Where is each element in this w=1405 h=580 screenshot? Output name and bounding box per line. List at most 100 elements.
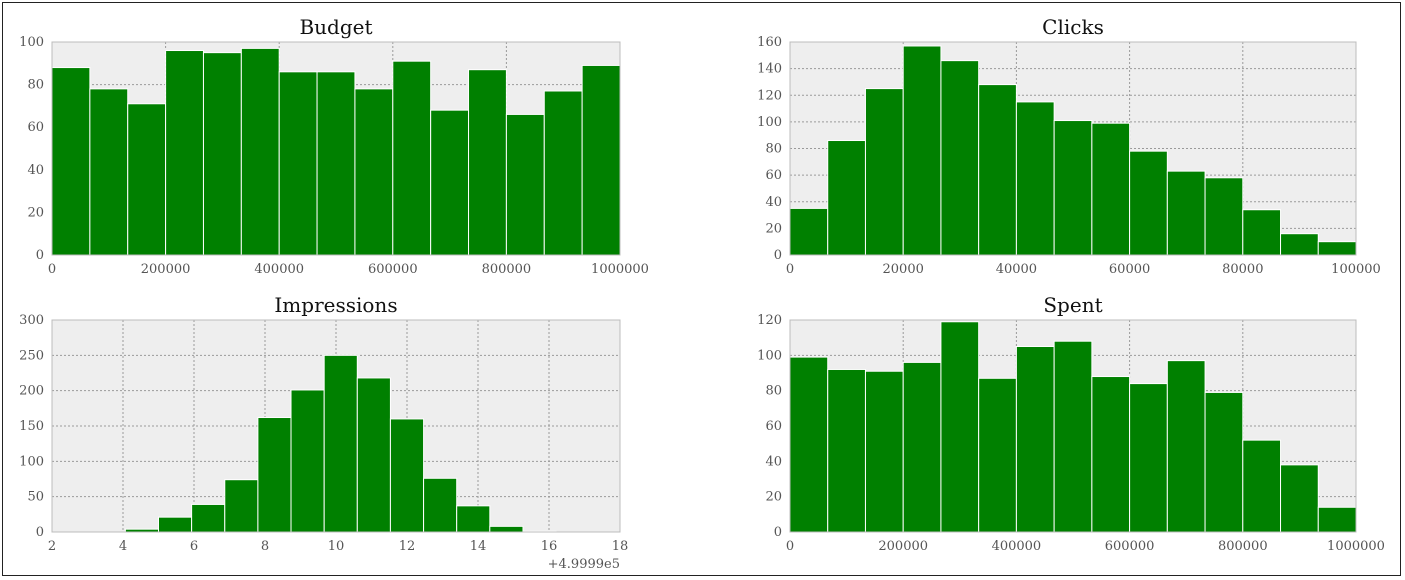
y-tick-label: 100: [757, 115, 782, 130]
axes-spine: [789, 41, 1357, 256]
y-tick-label: 40: [765, 454, 782, 469]
histogram-bar: [224, 479, 259, 533]
histogram-bar: [1204, 391, 1244, 533]
x-tick-label: 60000: [1109, 262, 1150, 277]
histogram-bar: [1280, 233, 1319, 256]
x-tick-label: 10: [328, 539, 345, 554]
histogram-bar: [489, 525, 524, 533]
histogram-bar: [191, 503, 226, 533]
histogram-bar: [1091, 376, 1131, 533]
histogram-bar: [1280, 464, 1319, 533]
histogram-bar: [127, 103, 167, 256]
histogram-bar: [1166, 360, 1206, 533]
histogram-bar: [902, 361, 942, 533]
histogram-bar: [1129, 383, 1168, 533]
histogram-bar: [864, 88, 904, 256]
chart-title: Clicks: [1042, 15, 1104, 39]
histogram-bar: [505, 113, 545, 256]
x-tick-label: 1000000: [1327, 539, 1385, 554]
y-tick-label: 50: [27, 490, 44, 505]
histogram-bar: [316, 71, 356, 256]
y-tick-label: 40: [27, 163, 44, 178]
x-tick-label: 1000000: [591, 262, 649, 277]
histogram-bar: [543, 90, 583, 256]
y-tick-label: 80: [765, 142, 782, 157]
chart-clicks: 0 20000 40000 60000 80000 100000 0 20 40 60 80 100 1…: [757, 15, 1381, 277]
y-tick-label: 20: [765, 490, 782, 505]
x-tick-label: 400000: [254, 262, 304, 277]
y-tick-label: 0: [774, 525, 782, 540]
y-tick-label: 40: [765, 195, 782, 210]
histogram-bar: [392, 60, 432, 256]
histogram-bar: [202, 52, 242, 256]
histogram-bar: [581, 64, 621, 256]
x-tick-label: 80000: [1222, 262, 1263, 277]
chart-impressions: 2 4 6 8 10 12 14 16 18 0 50 100 150 200 250 300 Impressi…: [19, 293, 628, 572]
histogram-bar: [165, 50, 204, 256]
y-tick-label: 100: [757, 348, 782, 363]
histogram-bar: [940, 321, 980, 533]
y-tick-label: 0: [774, 248, 782, 263]
x-tick-label: 16: [541, 539, 558, 554]
chart-budget: 0 200000 400000 600000 800000 1000000 0 20 40 60 8…: [19, 15, 649, 277]
y-tick-label: 120: [757, 88, 782, 103]
histogram-bar: [423, 477, 458, 533]
histogram-bar: [978, 84, 1017, 256]
histogram-bar: [356, 377, 391, 533]
chart-title: Spent: [1043, 293, 1102, 317]
y-tick-label: 60: [765, 419, 782, 434]
histogram-bar: [940, 60, 980, 256]
histogram-bar: [1015, 346, 1055, 533]
x-tick-label: 8: [261, 539, 269, 554]
x-tick-label: 200000: [141, 262, 191, 277]
axes-spine: [51, 41, 621, 256]
histogram-bar: [354, 88, 394, 256]
x-tick-label: 40000: [996, 262, 1037, 277]
y-tick-label: 0: [36, 248, 44, 263]
histogram-bar: [1053, 340, 1093, 533]
x-tick-label: 2: [48, 539, 56, 554]
chart-title: Impressions: [274, 293, 397, 317]
histogram-bar: [1242, 209, 1282, 256]
y-tick-label: 140: [757, 62, 782, 77]
histogram-bar: [89, 88, 129, 256]
y-tick-label: 120: [757, 313, 782, 328]
histogram-bar: [1317, 241, 1357, 256]
histogram-bar: [1204, 177, 1244, 256]
histogram-bar: [864, 370, 904, 533]
y-tick-label: 200: [19, 384, 44, 399]
chart-spent: 0 200000 400000 600000 800000 1000000 0 20 40 60 8…: [757, 293, 1385, 554]
histogram-bar: [430, 109, 470, 256]
y-tick-label: 100: [19, 454, 44, 469]
histogram-bar: [257, 417, 292, 533]
x-tick-label: 800000: [1218, 539, 1268, 554]
y-tick-label: 250: [19, 348, 44, 363]
histogram-bar: [827, 140, 866, 256]
y-tick-label: 300: [19, 313, 44, 328]
x-tick-label: 200000: [878, 539, 928, 554]
y-tick-label: 60: [27, 120, 44, 135]
x-tick-label: 4: [119, 539, 127, 554]
histogram-bar: [1166, 170, 1206, 256]
y-tick-label: 80: [27, 78, 44, 93]
histogram-bar: [1053, 120, 1093, 256]
axes-spine: [51, 319, 621, 533]
x-tick-label: 100000: [1331, 262, 1381, 277]
x-tick-label: 400000: [992, 539, 1042, 554]
x-tick-label: 600000: [1105, 539, 1155, 554]
x-tick-label: 6: [190, 539, 198, 554]
histogram-bar: [51, 67, 91, 256]
histogram-bar: [290, 389, 325, 533]
histogram-bar: [1242, 439, 1282, 533]
x-tick-label: 0: [786, 262, 794, 277]
histogram-bar: [468, 69, 507, 256]
histogram-bar: [1015, 101, 1055, 256]
histogram-bar: [1091, 122, 1131, 256]
axes-spine: [789, 319, 1357, 533]
x-tick-label: 12: [399, 539, 416, 554]
x-tick-label: 18: [612, 539, 629, 554]
x-offset-label: +4.9999e5: [548, 557, 620, 572]
y-tick-label: 20: [27, 205, 44, 220]
